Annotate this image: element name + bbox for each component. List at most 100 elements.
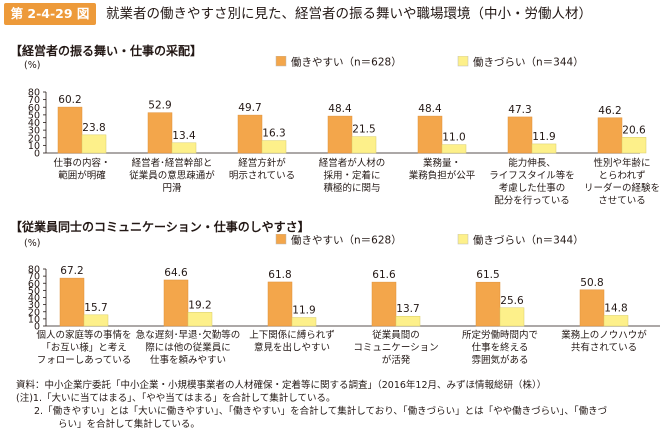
- data-label: 21.5: [352, 124, 375, 136]
- y-tick-label: 60: [28, 279, 40, 290]
- y-tick-label: 40: [28, 293, 40, 304]
- data-label: 46.2: [598, 105, 621, 117]
- category-label-line: 上下関係に縛られず: [249, 329, 335, 341]
- bar: [597, 117, 623, 154]
- category-label-line: 考慮した仕事の: [499, 182, 566, 194]
- category-label: 急な遅刻･早退･欠勤等の際には他の従業員に仕事を頼みやすい: [136, 329, 241, 366]
- data-label: 14.8: [604, 302, 627, 314]
- category-label-line: 業務負担が公平: [409, 170, 476, 182]
- data-label: 61.5: [476, 269, 499, 281]
- category-label-line: が活発: [382, 354, 411, 366]
- y-tick-label: 50: [28, 110, 40, 121]
- bar: [171, 142, 197, 154]
- y-tick-label: 60: [28, 103, 40, 114]
- category-label-line: とらわれず: [598, 171, 645, 182]
- bar: [147, 112, 173, 154]
- bar: [187, 312, 213, 327]
- data-label: 60.2: [58, 94, 81, 106]
- legend-label: 働きづらい（n＝344）: [473, 234, 584, 247]
- category-label-line: 採用・定着に: [323, 170, 380, 182]
- y-tick-label: 80: [28, 88, 40, 99]
- data-label: 20.6: [622, 124, 646, 136]
- category-label-line: 範囲が明確: [58, 170, 106, 182]
- legend-swatch: [457, 234, 469, 245]
- category-label-line: 業務量・: [423, 157, 461, 169]
- y-axis-unit-label: (%): [24, 238, 40, 249]
- bar: [621, 137, 647, 154]
- bar: [351, 136, 377, 154]
- section-title-management: 【経営者の振る舞い・仕事の采配】: [10, 44, 203, 58]
- bar: [237, 114, 263, 154]
- category-label-line: 所定労働時間内で: [462, 329, 538, 341]
- y-tick-label: 50: [28, 286, 40, 297]
- category-label-line: 経営者･経営幹部と: [132, 157, 213, 169]
- category-label-line: 能力伸長、: [508, 157, 556, 169]
- legend-label: 働きやすい（n＝628）: [291, 234, 402, 247]
- notes: 資料：中小企業庁委託「中小企業・小規模事業者の人材確保・定着等に関する調査」（2…: [16, 379, 666, 429]
- data-label: 50.8: [580, 277, 603, 289]
- category-label-line: 雰囲気がある: [471, 354, 528, 366]
- figure-header: 第 2-4-29 図 就業者の働きやすさ別に見た、経営者の振る舞いや職場環境（中…: [0, 0, 669, 30]
- category-label-line: 仕事を終える: [472, 342, 529, 354]
- note-2b: らい」を合計して集計している。: [58, 419, 200, 429]
- data-label: 11.9: [292, 305, 315, 317]
- bar: [371, 281, 397, 327]
- category-label-line: 仕事を頼みやすい: [150, 354, 226, 366]
- category-label-line: 経営者が人材の: [319, 157, 386, 169]
- y-tick-label: 70: [28, 272, 40, 283]
- data-label: 47.3: [508, 104, 531, 116]
- legend-swatch: [275, 56, 287, 67]
- note-2a: 2.「働きやすい」とは「大いに働きやすい」、「働きやすい」を合計して集計しており…: [34, 406, 608, 417]
- data-label: 13.4: [172, 130, 196, 142]
- bar: [81, 134, 107, 154]
- bar: [417, 115, 443, 154]
- category-label: 所定労働時間内で仕事を終える雰囲気がある: [462, 329, 538, 366]
- category-label-line: 円滑: [162, 183, 182, 194]
- bar: [475, 281, 501, 327]
- category-label-line: 積極的に関与: [323, 182, 380, 194]
- category-label: 業務量・業務負担が公平: [409, 157, 476, 182]
- bar: [163, 279, 189, 327]
- y-tick-label: 0: [34, 149, 40, 160]
- category-label: 従業員間のコミュニケーションが活発: [353, 329, 438, 366]
- category-label-line: フォローしあっている: [37, 355, 132, 366]
- category-label-line: 意見を出しやすい: [254, 342, 330, 354]
- bar: [579, 289, 605, 327]
- bar: [395, 315, 421, 327]
- category-label: 経営方針が明示されている: [229, 157, 295, 182]
- category-label: 経営者･経営幹部と従業員の意思疎通が円滑: [129, 157, 215, 194]
- y-tick-label: 0: [34, 322, 40, 333]
- source-note: 資料：中小企業庁委託「中小企業・小規模事業者の人材確保・定着等に関する調査」（2…: [16, 380, 547, 391]
- category-label: 上下関係に縛られず意見を出しやすい: [249, 329, 335, 354]
- bar: [499, 307, 525, 327]
- figure-number: 第 2-4-29 図: [4, 3, 96, 25]
- legend-swatch: [457, 56, 469, 67]
- data-label: 25.6: [500, 295, 524, 307]
- category-label: 経営者が人材の採用・定着に積極的に関与: [319, 157, 386, 194]
- category-label-line: 共有されている: [571, 342, 637, 354]
- category-label-line: 際には他の従業員に: [145, 342, 231, 354]
- data-label: 11.0: [442, 132, 465, 144]
- data-label: 16.3: [262, 128, 285, 140]
- bar: [441, 144, 467, 154]
- y-tick-label: 30: [28, 300, 40, 311]
- category-label-line: 経営方針が: [238, 157, 286, 169]
- data-label: 19.2: [188, 299, 211, 311]
- note-1: (注)1.「大いに当てはまる」、「やや当てはまる」を合計して集計している。: [16, 393, 336, 404]
- data-label: 48.4: [328, 103, 352, 115]
- category-label-line: コミュニケーション: [353, 343, 438, 354]
- data-label: 61.8: [268, 269, 291, 281]
- bar: [267, 281, 293, 327]
- category-label-line: させている: [598, 196, 646, 207]
- category-label: 能力伸長、ライフスタイル等を考慮した仕事の配分を行っている: [489, 157, 575, 207]
- category-label-line: 「お互い様」と考え: [41, 342, 127, 354]
- bar: [291, 317, 317, 327]
- bar: [261, 140, 287, 154]
- category-label: 仕事の内容・範囲が明確: [53, 157, 110, 182]
- y-tick-label: 10: [28, 314, 40, 325]
- data-label: 49.7: [238, 102, 261, 114]
- legend-label: 働きやすい（n＝628）: [291, 56, 402, 69]
- bar: [57, 106, 83, 154]
